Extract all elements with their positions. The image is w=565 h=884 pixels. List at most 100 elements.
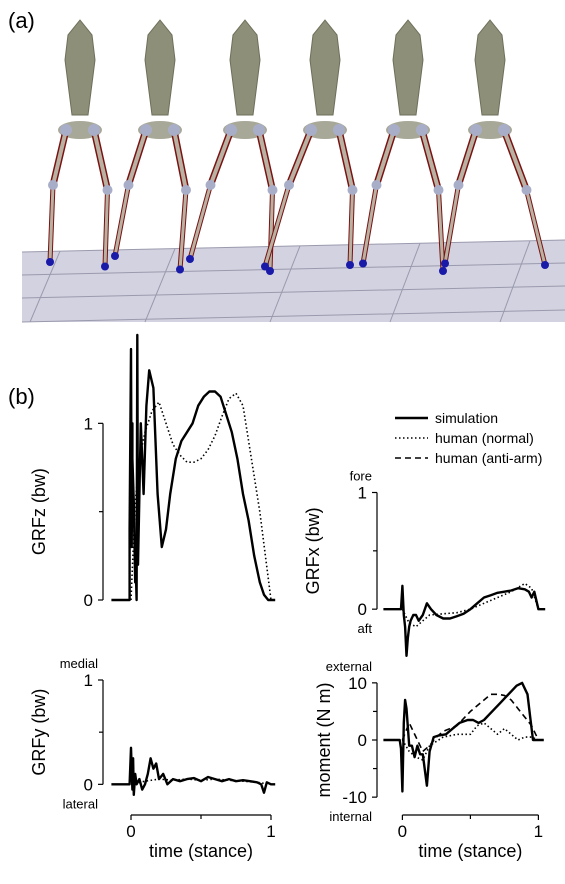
y-axis-label: moment (N m) xyxy=(314,682,334,797)
foot-marker xyxy=(441,259,449,268)
knee-joint xyxy=(453,180,464,190)
knee-joint xyxy=(371,180,382,190)
panel-b-label: (b) xyxy=(8,384,35,409)
chart-grfy: 0 1 GRFy (bw) medial lateral 0 1 time (stance) xyxy=(29,656,276,861)
walking-figure xyxy=(46,19,113,271)
hip-joint xyxy=(305,124,317,136)
knee-joint xyxy=(181,185,191,195)
legend-label: simulation xyxy=(435,410,498,426)
ground-line xyxy=(21,285,565,299)
x-tick-label: 0 xyxy=(126,822,135,841)
torso xyxy=(474,19,506,116)
ground-line xyxy=(21,239,565,253)
foot-marker xyxy=(359,259,367,268)
hip-joint xyxy=(388,124,400,136)
thigh-bone xyxy=(456,128,478,187)
x-tick-label: 0 xyxy=(398,822,407,841)
shank-bone xyxy=(268,188,274,273)
annotation-bottom: internal xyxy=(329,809,372,824)
y-tick-label: 0 xyxy=(358,600,367,619)
shank-bone xyxy=(361,183,378,265)
ground-line xyxy=(269,245,301,323)
knee-joint xyxy=(347,185,358,195)
y-tick-label: -10 xyxy=(342,788,367,807)
y-tick-label: 1 xyxy=(84,414,93,433)
hip-joint xyxy=(253,124,265,136)
series-line-solid xyxy=(111,333,276,602)
torso xyxy=(392,19,424,116)
charts-group: 0 1 GRFz (bw) 0 1 GRFx (bw) fore aft 0 1 GRFy (bw)… xyxy=(29,333,546,861)
ground-line xyxy=(389,243,421,323)
shank-bone xyxy=(263,183,291,268)
hip-joint xyxy=(498,124,510,136)
annotation-bottom: lateral xyxy=(63,796,99,811)
x-axis-label: time (stance) xyxy=(418,841,522,861)
thigh-bone xyxy=(92,128,110,192)
walking-figure xyxy=(186,19,278,275)
torso xyxy=(144,19,176,116)
series-line-dotted xyxy=(130,778,272,786)
knee-joint xyxy=(284,180,294,190)
knee-joint xyxy=(123,180,134,190)
series-line-solid xyxy=(383,681,544,793)
walking-simulation-scene xyxy=(21,19,565,323)
foot-marker xyxy=(439,267,447,275)
shank-bone xyxy=(188,183,212,261)
legend-label: human (anti-arm) xyxy=(435,450,542,466)
annotation-bottom: aft xyxy=(358,621,373,636)
thigh-bone xyxy=(257,128,275,192)
shank-bone xyxy=(348,188,354,267)
series-line-dotted xyxy=(401,582,540,628)
series-line-dotted xyxy=(401,722,539,761)
torso xyxy=(309,19,341,116)
thigh-bone xyxy=(51,128,68,187)
panel-a-label: (a) xyxy=(8,8,35,33)
ground-line xyxy=(21,262,565,276)
walking-figures xyxy=(46,19,549,275)
annotation-top: fore xyxy=(350,469,372,484)
hip-joint xyxy=(225,124,237,136)
knee-joint xyxy=(433,185,444,195)
ground-plane xyxy=(21,239,565,323)
legend: simulation human (normal) human (anti-arm) xyxy=(395,410,542,466)
foot-marker xyxy=(46,258,54,266)
thigh-bone xyxy=(208,128,233,187)
annotation-top: external xyxy=(326,659,372,674)
series-line-solid xyxy=(111,746,276,796)
walking-figure xyxy=(261,19,358,271)
ground-line xyxy=(21,309,565,323)
foot-marker xyxy=(111,252,119,260)
shank-bone xyxy=(178,188,188,271)
foot-marker xyxy=(346,261,354,269)
knee-joint xyxy=(267,185,278,195)
y-tick-label: 0 xyxy=(84,775,93,794)
foot-marker xyxy=(101,262,109,271)
x-tick-label: 1 xyxy=(266,822,275,841)
hip-joint xyxy=(60,124,72,136)
x-tick-label: 1 xyxy=(534,822,543,841)
y-axis-label: GRFx (bw) xyxy=(303,507,323,594)
thigh-bone xyxy=(172,128,188,192)
y-tick-label: 1 xyxy=(358,484,367,503)
hip-joint xyxy=(470,124,482,136)
ground-line xyxy=(144,248,176,323)
series-line-dashed xyxy=(401,693,540,753)
walking-figure xyxy=(359,19,447,275)
thigh-bone xyxy=(374,128,396,187)
shank-bone xyxy=(525,188,547,267)
y-tick-label: 10 xyxy=(348,674,367,693)
y-axis-label: GRFz (bw) xyxy=(29,468,49,555)
foot-marker xyxy=(261,262,269,271)
shank-bone xyxy=(443,183,460,265)
shank-bone xyxy=(113,183,130,258)
shank-bone xyxy=(48,183,55,264)
hip-joint xyxy=(88,124,100,136)
hip-joint xyxy=(168,124,180,136)
legend-label: human (normal) xyxy=(435,430,534,446)
thigh-bone xyxy=(502,128,529,192)
shank-bone xyxy=(103,188,109,268)
y-tick-label: 1 xyxy=(84,671,93,690)
torso xyxy=(229,19,261,116)
knee-joint xyxy=(48,180,58,190)
